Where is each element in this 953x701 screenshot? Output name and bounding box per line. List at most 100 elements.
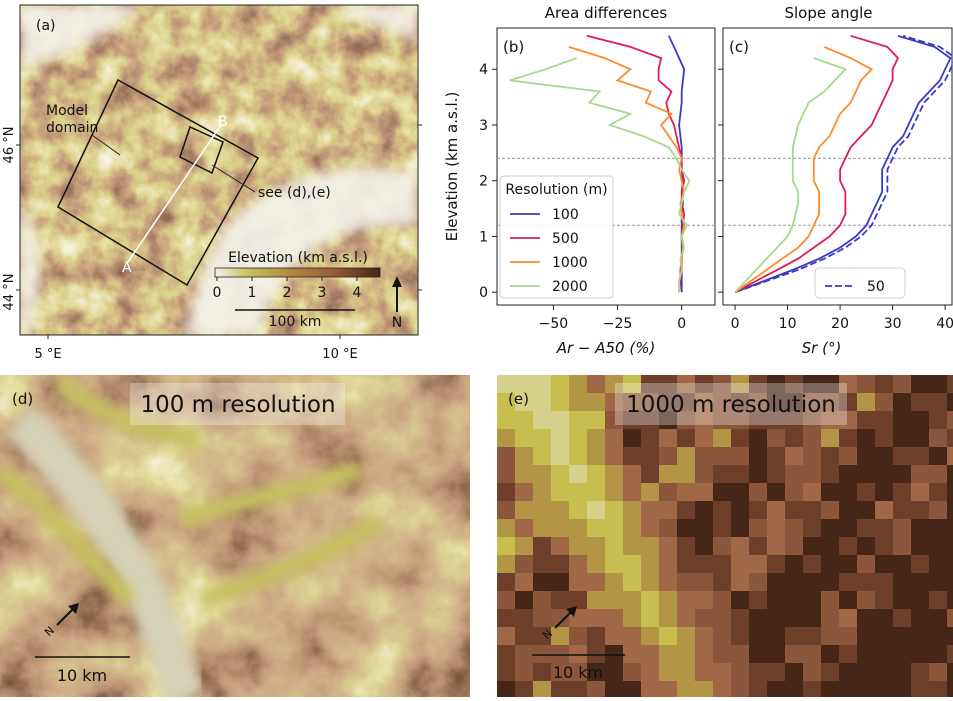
- pixel: [605, 519, 623, 537]
- pixel: [623, 573, 641, 591]
- pixel: [875, 375, 893, 393]
- pixel: [857, 555, 875, 573]
- pixel: [947, 591, 953, 609]
- pixel: [677, 627, 695, 645]
- pixel: [659, 663, 677, 681]
- pixel: [641, 591, 659, 609]
- pixel: [947, 663, 953, 681]
- pixel: [749, 447, 767, 465]
- pixel: [893, 609, 911, 627]
- x-tick-label: 20: [831, 316, 849, 332]
- pixel: [839, 645, 857, 663]
- pixel: [677, 501, 695, 519]
- pixel: [911, 501, 929, 519]
- pixel: [587, 555, 605, 573]
- pixel: [839, 483, 857, 501]
- panel-label: (d): [12, 390, 33, 408]
- pixel: [713, 537, 731, 555]
- pixel: [911, 411, 929, 429]
- pixel: [659, 681, 677, 697]
- pixel: [551, 483, 569, 501]
- y-axis-label: Elevation (km a.s.l.): [443, 92, 461, 242]
- pixel: [497, 411, 515, 429]
- pixel: [749, 573, 767, 591]
- pixel: [731, 645, 749, 663]
- pixel: [641, 429, 659, 447]
- pixel: [767, 537, 785, 555]
- pixel: [785, 591, 803, 609]
- pixel: [587, 375, 605, 393]
- pixel: [929, 537, 947, 555]
- pixel: [731, 429, 749, 447]
- pixel: [533, 519, 551, 537]
- pixel: [821, 483, 839, 501]
- pixel: [623, 627, 641, 645]
- pixel: [875, 681, 893, 697]
- pixel: [641, 501, 659, 519]
- pixel: [515, 447, 533, 465]
- pixel: [749, 537, 767, 555]
- pixel: [821, 573, 839, 591]
- pixel: [623, 519, 641, 537]
- pixel: [497, 609, 515, 627]
- domain-label: domain: [46, 120, 98, 136]
- colorbar-tick-label: 0: [213, 285, 222, 301]
- pixel: [947, 573, 953, 591]
- pixel: [947, 483, 953, 501]
- pixel: [623, 591, 641, 609]
- pixel: [623, 483, 641, 501]
- pixel: [839, 681, 857, 697]
- pixel: [515, 429, 533, 447]
- pixel: [857, 447, 875, 465]
- pixel: [533, 501, 551, 519]
- pixel: [677, 537, 695, 555]
- pixel: [911, 447, 929, 465]
- pixel: [767, 501, 785, 519]
- pixel: [497, 555, 515, 573]
- pixel: [587, 681, 605, 697]
- scale-label: 10 km: [553, 663, 603, 682]
- pixel: [803, 537, 821, 555]
- pixel: [677, 591, 695, 609]
- pixel: [659, 573, 677, 591]
- pixel: [731, 537, 749, 555]
- pixel: [911, 591, 929, 609]
- pixel: [929, 663, 947, 681]
- pixel: [641, 555, 659, 573]
- pixel: [911, 555, 929, 573]
- pixel: [875, 555, 893, 573]
- colorbar-tick-label: 1: [248, 285, 257, 301]
- pixel: [911, 483, 929, 501]
- scale-label: 100 km: [269, 314, 322, 330]
- pixel: [569, 447, 587, 465]
- pixel: [623, 663, 641, 681]
- pixel: [623, 609, 641, 627]
- pixel: [785, 537, 803, 555]
- pixel: [857, 393, 875, 411]
- pixel: [803, 447, 821, 465]
- pixel: [569, 483, 587, 501]
- pixel: [839, 465, 857, 483]
- pixel: [587, 447, 605, 465]
- pixel: [893, 429, 911, 447]
- pixel: [947, 393, 953, 411]
- pixel: [803, 609, 821, 627]
- chart-title: Area differences: [545, 4, 668, 22]
- pixel: [677, 645, 695, 663]
- pixel: [497, 501, 515, 519]
- pixel: [551, 375, 569, 393]
- pixel: [659, 447, 677, 465]
- pixel: [659, 609, 677, 627]
- pixel: [677, 609, 695, 627]
- pixel: [605, 537, 623, 555]
- pixel: [947, 609, 953, 627]
- lon-label: 5 °E: [34, 347, 61, 362]
- pixel: [749, 465, 767, 483]
- pixel: [929, 501, 947, 519]
- pixel: [587, 465, 605, 483]
- pixel: [785, 519, 803, 537]
- pixel: [713, 447, 731, 465]
- pixel: [947, 501, 953, 519]
- pixel: [731, 465, 749, 483]
- pixel: [551, 519, 569, 537]
